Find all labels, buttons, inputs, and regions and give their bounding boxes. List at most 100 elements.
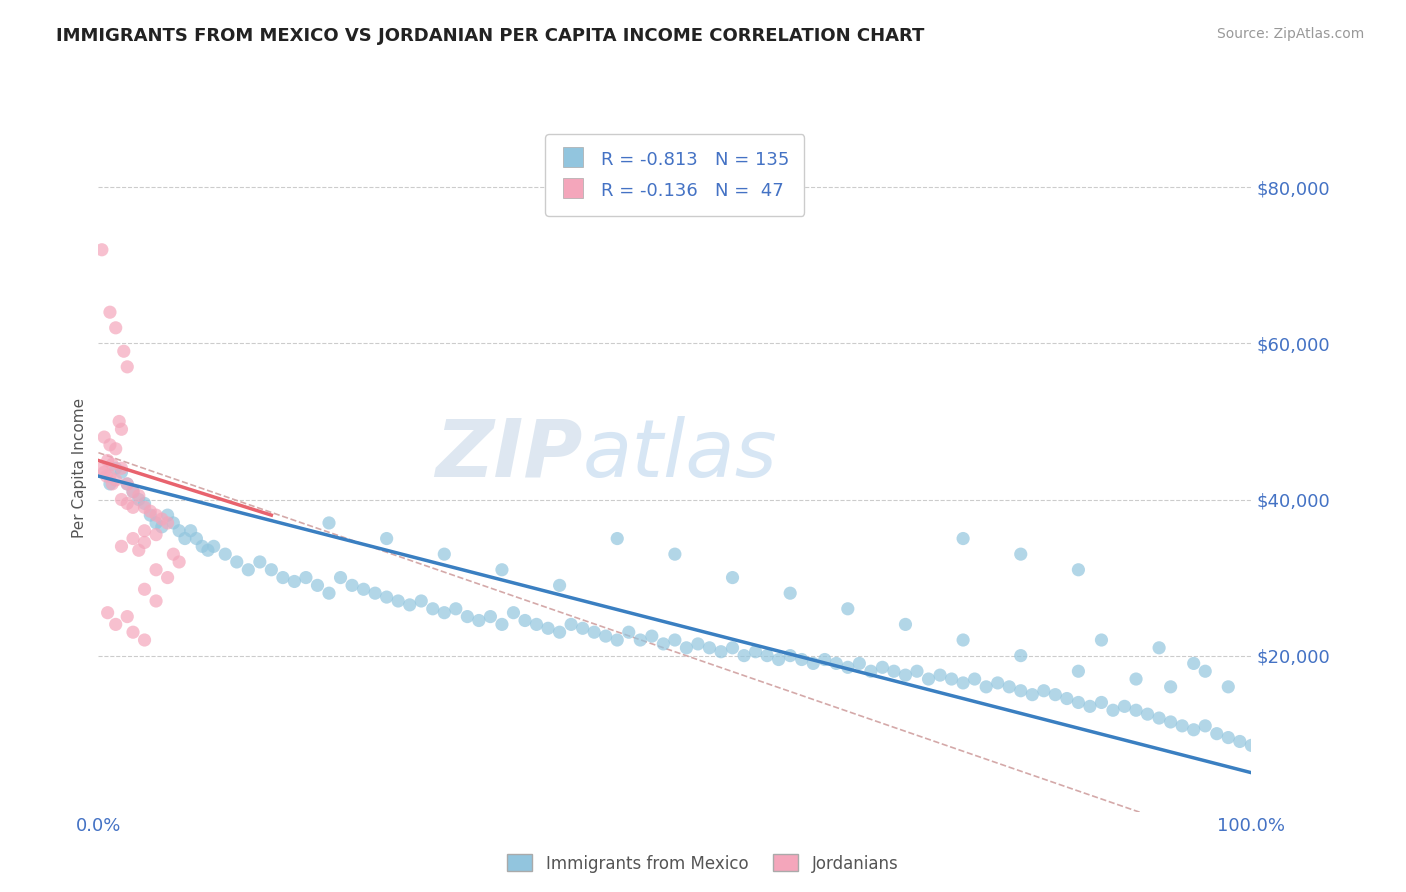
Point <box>859 664 882 679</box>
Point <box>167 524 190 538</box>
Point <box>1125 703 1147 717</box>
Point <box>122 500 145 515</box>
Point <box>1218 731 1240 745</box>
Point <box>96 469 118 483</box>
Point <box>1090 696 1112 710</box>
Point <box>491 563 513 577</box>
Point <box>768 652 790 666</box>
Point <box>398 598 420 612</box>
Point <box>128 492 150 507</box>
Point <box>883 664 905 679</box>
Text: IMMIGRANTS FROM MEXICO VS JORDANIAN PER CAPITA INCOME CORRELATION CHART: IMMIGRANTS FROM MEXICO VS JORDANIAN PER … <box>56 27 925 45</box>
Point <box>174 532 197 546</box>
Point <box>101 458 124 472</box>
Point <box>1067 696 1090 710</box>
Point <box>1102 703 1125 717</box>
Point <box>1147 711 1170 725</box>
Point <box>1136 707 1159 722</box>
Point <box>191 539 214 553</box>
Point <box>134 524 156 538</box>
Text: ZIP: ZIP <box>436 416 582 493</box>
Point <box>433 606 456 620</box>
Point <box>225 555 247 569</box>
Point <box>318 586 340 600</box>
Point <box>1240 739 1263 753</box>
Point <box>214 547 236 561</box>
Point <box>917 672 939 686</box>
Point <box>1056 691 1078 706</box>
Point <box>1114 699 1136 714</box>
Point <box>93 465 115 479</box>
Point <box>710 645 733 659</box>
Point <box>162 516 184 530</box>
Point <box>1194 664 1216 679</box>
Legend: R = -0.813   N = 135, R = -0.136   N =  47: R = -0.813 N = 135, R = -0.136 N = 47 <box>546 134 804 216</box>
Point <box>340 578 363 592</box>
Point <box>98 476 121 491</box>
Point <box>375 532 398 546</box>
Point <box>110 465 132 479</box>
Point <box>1182 723 1205 737</box>
Point <box>1160 714 1182 729</box>
Point <box>122 625 145 640</box>
Point <box>180 524 202 538</box>
Point <box>139 504 162 518</box>
Point <box>1229 734 1251 748</box>
Point <box>134 496 156 510</box>
Point <box>606 633 628 648</box>
Point <box>894 617 917 632</box>
Point <box>628 633 651 648</box>
Point <box>110 492 132 507</box>
Point <box>128 543 150 558</box>
Point <box>905 664 928 679</box>
Point <box>93 430 115 444</box>
Point <box>329 571 352 585</box>
Point <box>491 617 513 632</box>
Point <box>941 672 963 686</box>
Point <box>686 637 709 651</box>
Point <box>1147 640 1170 655</box>
Point <box>271 571 294 585</box>
Point <box>952 676 974 690</box>
Point <box>801 657 824 671</box>
Point <box>110 461 132 475</box>
Text: Source: ZipAtlas.com: Source: ZipAtlas.com <box>1216 27 1364 41</box>
Point <box>664 547 686 561</box>
Point <box>537 621 560 635</box>
Point <box>110 539 132 553</box>
Point <box>112 344 135 359</box>
Point <box>526 617 548 632</box>
Point <box>97 606 120 620</box>
Point <box>90 461 112 475</box>
Point <box>433 547 456 561</box>
Point <box>1194 719 1216 733</box>
Point <box>117 609 139 624</box>
Point <box>197 543 219 558</box>
Point <box>756 648 779 663</box>
Point <box>104 320 127 334</box>
Point <box>814 652 837 666</box>
Point <box>1182 657 1205 671</box>
Point <box>837 602 859 616</box>
Point <box>1010 648 1032 663</box>
Point <box>1067 563 1090 577</box>
Point <box>134 633 156 648</box>
Point <box>963 672 986 686</box>
Point <box>1090 633 1112 648</box>
Point <box>238 563 260 577</box>
Point <box>479 609 502 624</box>
Point <box>260 563 283 577</box>
Point <box>122 532 145 546</box>
Point <box>134 500 156 515</box>
Point <box>1032 683 1054 698</box>
Point <box>1045 688 1067 702</box>
Point <box>456 609 478 624</box>
Point <box>117 359 139 374</box>
Point <box>595 629 617 643</box>
Point <box>721 571 744 585</box>
Point <box>90 243 112 257</box>
Point <box>502 606 524 620</box>
Point <box>825 657 848 671</box>
Point <box>1125 672 1147 686</box>
Point <box>721 640 744 655</box>
